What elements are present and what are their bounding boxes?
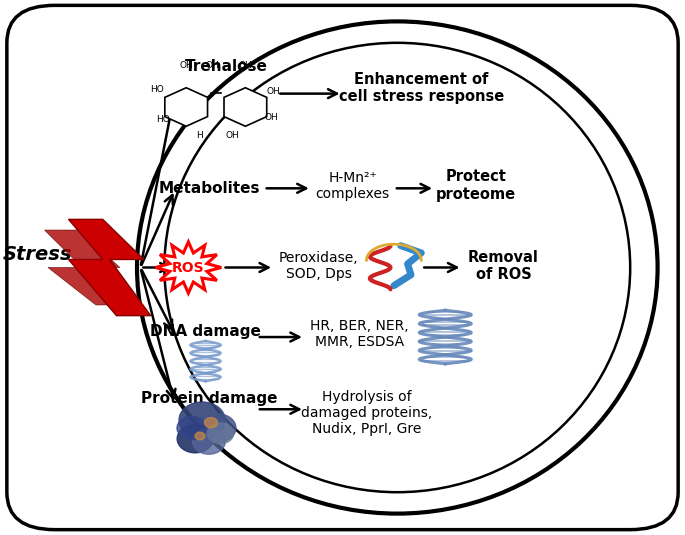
Text: Trehalose: Trehalose [185,59,267,74]
Text: H: H [196,131,203,140]
Polygon shape [45,230,127,305]
Polygon shape [165,88,208,126]
Text: Metabolites: Metabolites [158,181,260,196]
Text: OH: OH [225,131,239,140]
Polygon shape [224,88,266,126]
Circle shape [179,402,225,438]
Text: HO: HO [150,85,164,94]
Text: DNA damage: DNA damage [150,324,261,339]
Circle shape [177,425,213,453]
Circle shape [177,416,207,440]
Text: H-Mn²⁺
complexes: H-Mn²⁺ complexes [316,171,390,201]
Text: ROS: ROS [172,261,205,274]
Text: HO: HO [156,116,170,124]
Circle shape [192,429,225,454]
Text: OH: OH [266,87,280,96]
Text: OH: OH [206,62,219,71]
Polygon shape [155,242,221,293]
Circle shape [195,432,205,440]
Circle shape [200,414,236,442]
Text: OH: OH [238,62,252,71]
Text: OH: OH [265,113,279,122]
Text: Enhancement of
cell stress response: Enhancement of cell stress response [338,72,504,104]
Text: Hydrolysis of
damaged proteins,
Nudix, PprI, Gre: Hydrolysis of damaged proteins, Nudix, P… [301,390,432,436]
Text: Protect
proteome: Protect proteome [436,170,516,202]
Polygon shape [68,219,151,316]
FancyBboxPatch shape [7,5,678,530]
Text: Peroxidase,
SOD, Dps: Peroxidase, SOD, Dps [279,251,358,281]
Circle shape [204,417,218,428]
Text: Stress: Stress [3,244,73,264]
Text: OH: OH [179,62,193,71]
Circle shape [208,423,234,444]
Text: Removal
of ROS: Removal of ROS [468,250,539,282]
Text: HR, BER, NER,
MMR, ESDSA: HR, BER, NER, MMR, ESDSA [310,319,409,349]
Text: Protein damage: Protein damage [140,391,277,406]
